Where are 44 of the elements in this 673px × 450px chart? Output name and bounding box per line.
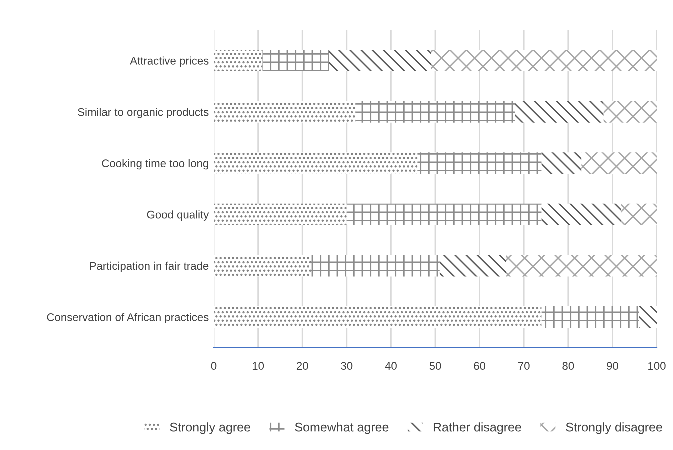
bar (515, 101, 604, 123)
bar (440, 255, 506, 277)
y-tick-label: Cooking time too long (102, 159, 208, 170)
y-tick-label: Attractive prices (130, 56, 209, 68)
bar (622, 204, 657, 226)
x-tick-label: 0 (211, 362, 217, 370)
bar (639, 306, 657, 328)
legend-label: Somewhat agree (295, 422, 389, 434)
x-tick-label: 30 (341, 362, 353, 370)
x-tick-label: 10 (252, 362, 264, 370)
bar (418, 152, 542, 174)
x-tick-label: 100 (648, 362, 666, 370)
x-tick-label: 50 (430, 362, 442, 370)
bar (542, 204, 622, 226)
legend-label: Strongly disagree (566, 422, 662, 434)
x-tick-label: 70 (518, 362, 530, 370)
legend-label: Rather disagree (434, 422, 522, 434)
y-tick-label: Good quality (147, 210, 210, 221)
bar (214, 152, 418, 174)
bar (356, 101, 516, 123)
bar (214, 101, 356, 123)
bar (214, 204, 347, 226)
x-tick-label: 80 (562, 362, 574, 370)
bar (346, 204, 542, 226)
y-tick-label: Participation in fair trade (90, 262, 209, 272)
y-tick-label: Similar to organic products (78, 108, 209, 118)
bar (214, 255, 312, 277)
legend-label: Strongly agree (170, 422, 250, 434)
bar (214, 306, 542, 328)
bar (542, 306, 640, 328)
bar (582, 152, 657, 174)
bar (542, 152, 582, 174)
x-tick-label: 90 (607, 362, 618, 370)
x-tick-label: 60 (474, 362, 486, 370)
bar (604, 101, 657, 123)
bar (431, 50, 657, 72)
y-tick-label: Conservation of African practices (47, 313, 209, 324)
x-tick-label: 40 (385, 362, 397, 370)
bar (329, 50, 432, 72)
bar (214, 50, 263, 72)
bar (506, 255, 657, 277)
bar (262, 50, 330, 72)
x-tick-label: 20 (296, 362, 308, 370)
bar (311, 255, 440, 277)
